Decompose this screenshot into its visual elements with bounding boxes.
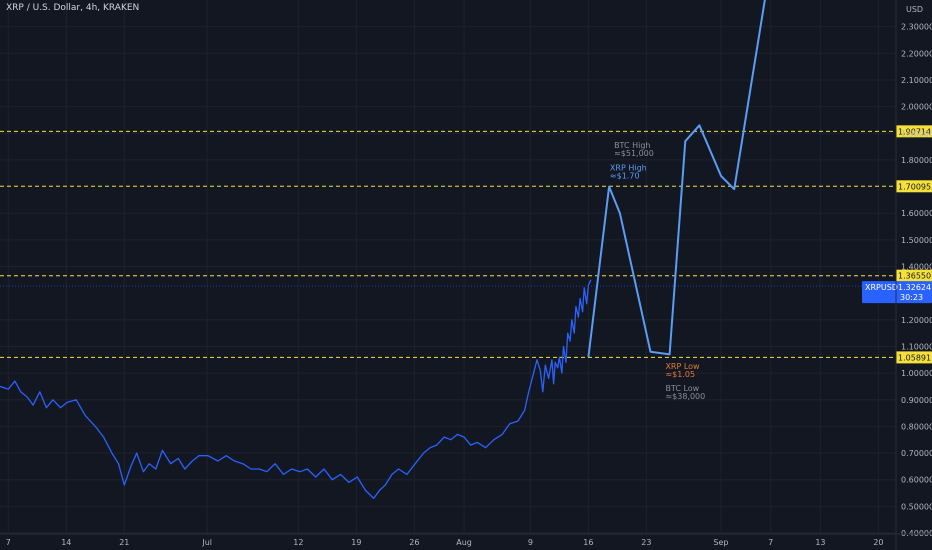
current-price-label: 1.32624 bbox=[898, 283, 931, 292]
level-badge bbox=[896, 351, 932, 364]
currency-label: USD bbox=[906, 5, 923, 14]
level-badge-label: 1.36550 bbox=[898, 272, 931, 281]
x-tick-label: 20 bbox=[873, 538, 883, 547]
y-tick-label: 1.00000 bbox=[901, 369, 932, 378]
x-tick-label: 26 bbox=[409, 538, 419, 547]
x-tick-label: 7 bbox=[6, 538, 11, 547]
y-tick-label: 2.20000 bbox=[901, 49, 932, 58]
y-tick-label: 0.60000 bbox=[901, 476, 932, 485]
x-tick-label: 13 bbox=[815, 538, 825, 547]
x-tick-label: 23 bbox=[641, 538, 651, 547]
y-tick-label: 0.50000 bbox=[901, 502, 932, 511]
y-tick-label: 1.50000 bbox=[901, 236, 932, 245]
annotation-btc: BTC Low bbox=[665, 384, 699, 393]
level-badge bbox=[896, 125, 932, 138]
annotation-btc: BTC High bbox=[614, 141, 650, 150]
x-tick-label: Aug bbox=[456, 538, 472, 547]
annotation-xrp_high: XRP High bbox=[610, 164, 647, 173]
price-axis: 0.400000.500000.600000.700000.800000.900… bbox=[895, 0, 932, 550]
chart-title: XRP / U.S. Dollar, 4h, KRAKEN bbox=[6, 3, 140, 13]
annotation-btc: ≈$38,000 bbox=[665, 392, 705, 401]
y-tick-label: 1.80000 bbox=[901, 156, 932, 165]
x-tick-label: 19 bbox=[351, 538, 361, 547]
y-tick-label: 0.80000 bbox=[901, 422, 932, 431]
price-line bbox=[0, 279, 592, 500]
chart-annotations: BTC High≈$51,000 XRP High≈$1.70 XRP Low≈$1… bbox=[610, 141, 705, 401]
y-tick-label: 1.10000 bbox=[901, 342, 932, 351]
y-tick-label: 1.60000 bbox=[901, 209, 932, 218]
x-tick-label: Sep bbox=[713, 538, 728, 547]
level-badge-label: 1.90714 bbox=[898, 127, 931, 136]
x-tick-label: 9 bbox=[528, 538, 533, 547]
y-tick-label: 1.40000 bbox=[901, 263, 932, 272]
y-tick-label: 2.00000 bbox=[901, 103, 932, 112]
current-price-badge bbox=[862, 281, 932, 304]
x-tick-label: 7 bbox=[768, 538, 773, 547]
level-badge bbox=[896, 269, 932, 282]
horizontal-levels: 1.90714 1.70095 1.36550 1.05891 XRPUSD 1.3262… bbox=[0, 125, 932, 364]
y-tick-label: 0.90000 bbox=[901, 396, 932, 405]
annotation-xrp_high: ≈$1.70 bbox=[610, 172, 640, 181]
y-tick-label: 0.70000 bbox=[901, 449, 932, 458]
level-badge-label: 1.70095 bbox=[898, 182, 931, 191]
x-tick-label: 12 bbox=[293, 538, 303, 547]
annotation-btc: ≈$51,000 bbox=[614, 149, 654, 158]
chart-series bbox=[0, 0, 766, 500]
x-tick-label: Jul bbox=[201, 538, 212, 547]
current-countdown-label: 30:23 bbox=[900, 293, 923, 302]
annotation-xrp_low: XRP Low bbox=[665, 362, 700, 371]
current-symbol-label: XRPUSD bbox=[865, 283, 898, 292]
time-axis: 7 14 21 Jul 12 19 26 Aug 9 16 23 Sep 7 13 20 bbox=[0, 533, 932, 547]
level-badge bbox=[896, 180, 932, 193]
y-tick-label: 1.20000 bbox=[901, 316, 932, 325]
annotation-xrp_low: ≈$1.05 bbox=[665, 370, 695, 379]
x-tick-label: 14 bbox=[61, 538, 71, 547]
y-tick-label: 2.30000 bbox=[901, 23, 932, 32]
projection-line bbox=[587, 0, 766, 358]
y-tick-label: 1.90000 bbox=[901, 129, 932, 138]
level-badge-label: 1.05891 bbox=[898, 353, 931, 362]
y-tick-label: 2.10000 bbox=[901, 76, 932, 85]
x-tick-label: 21 bbox=[119, 538, 129, 547]
x-tick-label: 16 bbox=[583, 538, 593, 547]
